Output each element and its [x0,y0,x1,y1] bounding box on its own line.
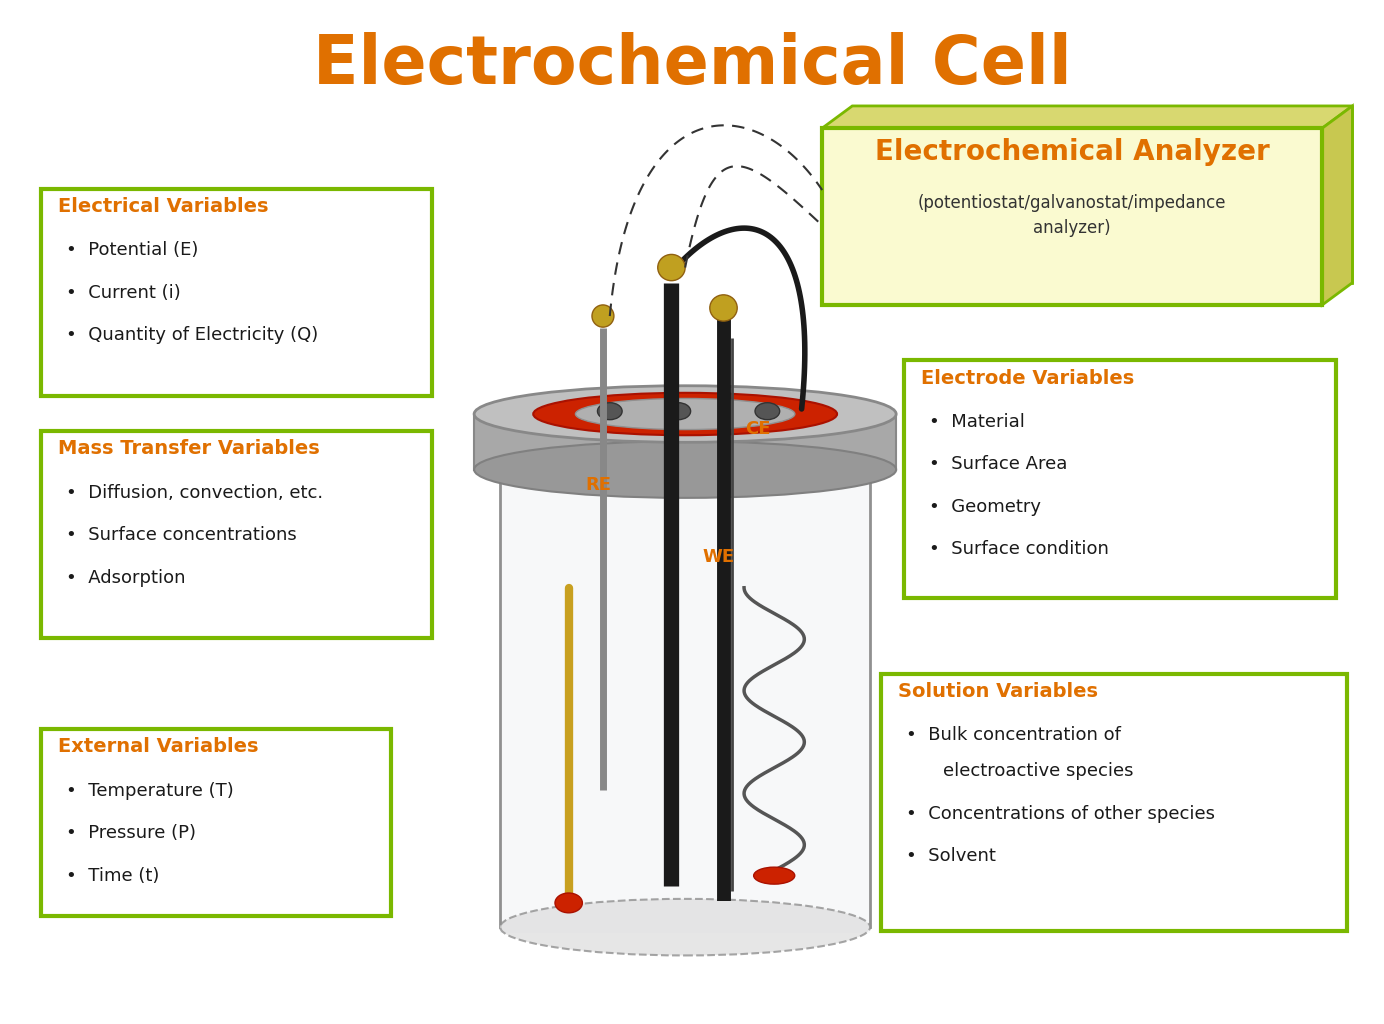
Text: •  Pressure (P): • Pressure (P) [66,824,197,842]
Text: •  Potential (E): • Potential (E) [66,242,198,259]
Text: •  Diffusion, convection, etc.: • Diffusion, convection, etc. [66,483,322,502]
Text: External Variables: External Variables [58,737,259,757]
Ellipse shape [657,254,685,281]
Ellipse shape [555,893,583,912]
Ellipse shape [475,386,897,442]
Ellipse shape [666,402,691,420]
Ellipse shape [500,423,871,479]
Text: Electrochemical Analyzer: Electrochemical Analyzer [875,138,1269,166]
FancyBboxPatch shape [42,729,390,916]
Ellipse shape [576,398,794,430]
FancyBboxPatch shape [853,105,1352,283]
Text: CE: CE [745,420,771,438]
Text: Electrical Variables: Electrical Variables [58,197,268,216]
Text: •  Material: • Material [929,413,1026,431]
Text: •  Surface concentrations: • Surface concentrations [66,526,296,544]
Polygon shape [500,452,871,933]
Ellipse shape [533,393,837,435]
Text: •  Adsorption: • Adsorption [66,568,185,587]
Text: •  Bulk concentration of: • Bulk concentration of [905,726,1121,744]
Text: electroactive species: electroactive species [943,762,1133,780]
Text: Mass Transfer Variables: Mass Transfer Variables [58,439,320,459]
Ellipse shape [598,402,623,420]
Text: Solution Variables: Solution Variables [897,682,1098,700]
Polygon shape [475,414,897,470]
Ellipse shape [592,305,614,327]
Text: •  Surface condition: • Surface condition [929,541,1109,558]
FancyBboxPatch shape [42,188,432,396]
Text: Electrochemical Cell: Electrochemical Cell [313,32,1071,98]
Ellipse shape [475,441,897,498]
Text: •  Geometry: • Geometry [929,498,1041,516]
Text: •  Current (i): • Current (i) [66,284,180,302]
Text: •  Temperature (T): • Temperature (T) [66,781,234,800]
Ellipse shape [500,899,871,955]
Text: •  Concentrations of other species: • Concentrations of other species [905,805,1215,822]
Text: •  Quantity of Electricity (Q): • Quantity of Electricity (Q) [66,326,318,344]
Polygon shape [1322,105,1352,305]
FancyBboxPatch shape [904,360,1336,598]
FancyBboxPatch shape [822,128,1322,305]
FancyBboxPatch shape [882,674,1347,931]
Polygon shape [822,105,1352,128]
Text: •  Surface Area: • Surface Area [929,456,1067,473]
Text: •  Time (t): • Time (t) [66,866,159,885]
Text: (potentiostat/galvanostat/impedance
analyzer): (potentiostat/galvanostat/impedance anal… [918,194,1226,237]
Text: WE: WE [702,549,734,566]
FancyBboxPatch shape [42,431,432,638]
Text: Electrode Variables: Electrode Variables [920,369,1133,387]
Ellipse shape [710,295,738,322]
Ellipse shape [756,402,779,420]
Text: •  Solvent: • Solvent [905,847,995,865]
Ellipse shape [754,867,794,884]
Text: RE: RE [585,476,612,494]
